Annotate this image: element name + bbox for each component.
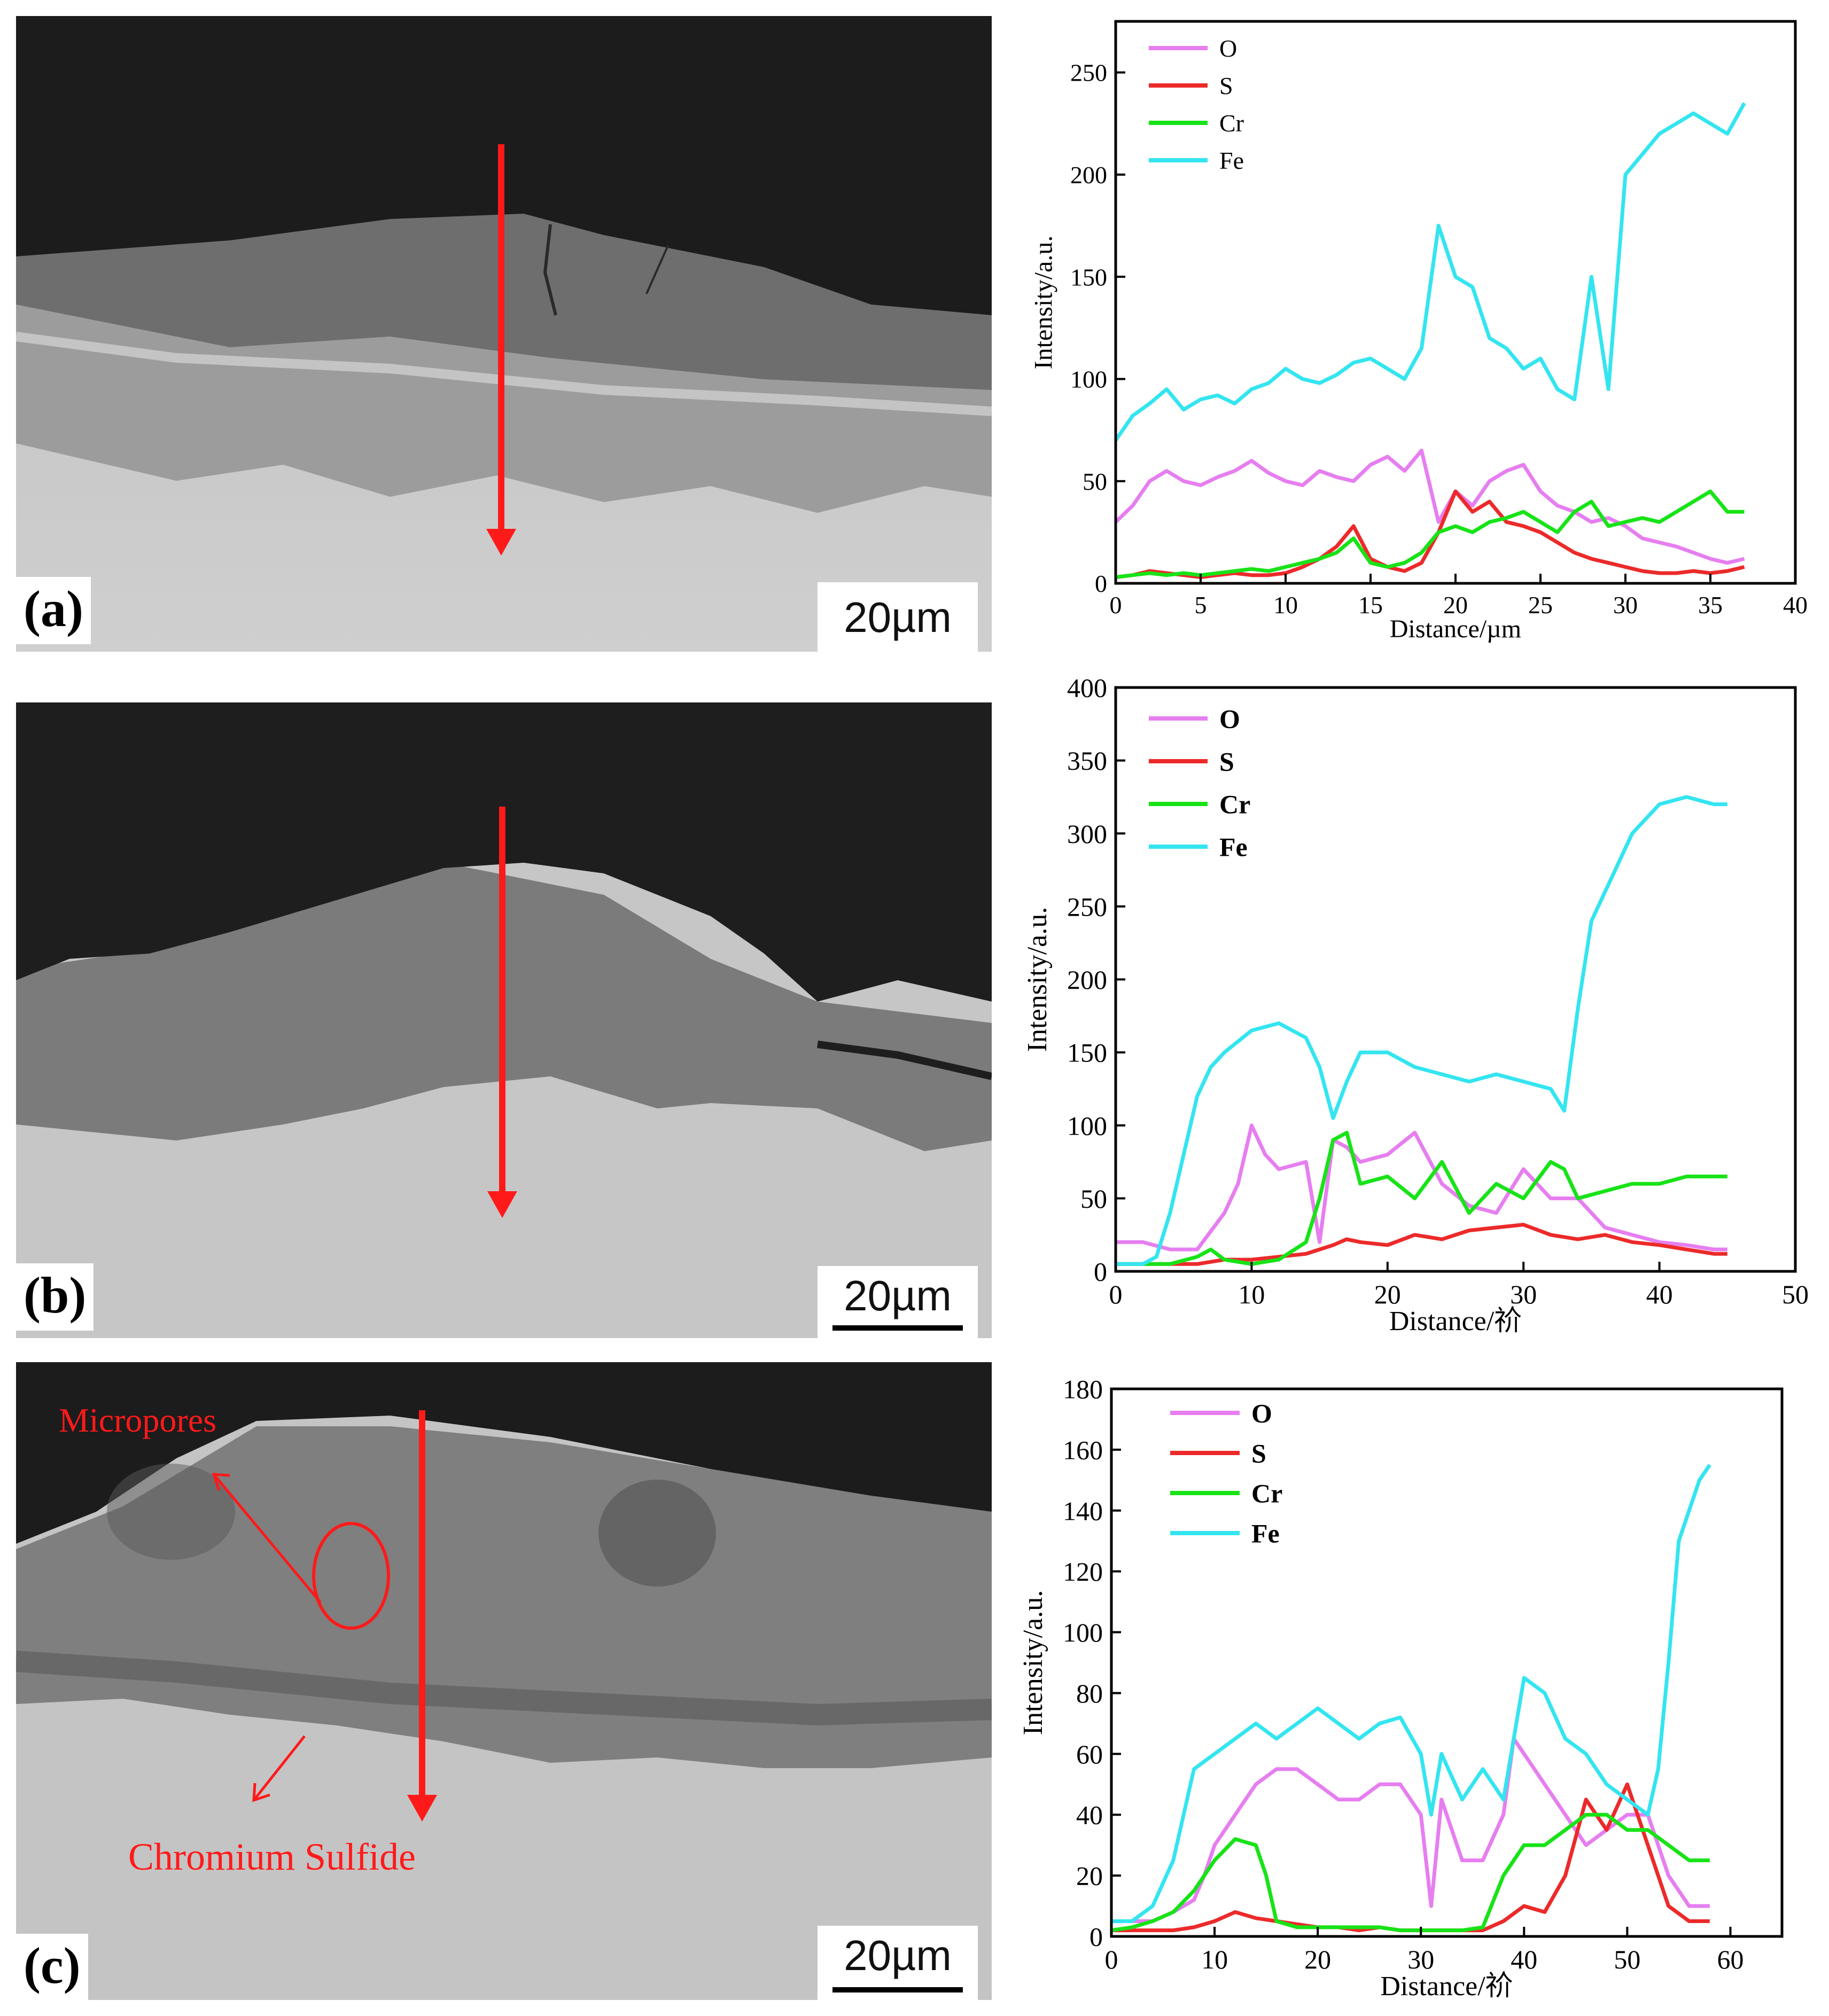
y-tick-label: 350 [1067,746,1107,776]
y-tick-label: 0 [1095,570,1107,597]
scalebar-a-label: 20µm [844,593,952,641]
legend-label-cr: Cr [1251,1479,1282,1509]
plot-frame [1110,1387,1784,1938]
scalebar-a: 20µm [818,582,978,652]
y-tick-label: 20 [1076,1861,1103,1891]
legend-label-cr: Cr [1219,790,1250,819]
x-tick-label: 20 [1304,1944,1331,1974]
y-tick-label: 40 [1076,1800,1103,1830]
x-tick-label: 10 [1201,1944,1228,1974]
y-tick-label: 200 [1070,161,1107,189]
y-tick-label: 80 [1076,1678,1103,1708]
series-line-fe [1111,1464,1711,1923]
panel-label-c: (c) [16,1934,88,2001]
y-tick-label: 200 [1067,965,1107,995]
x-tick-label: 0 [1110,591,1122,619]
series-line-fe [1114,102,1746,442]
x-tick-label: 30 [1510,1279,1537,1309]
y-tick-label: 150 [1067,1038,1107,1068]
series-line-s [1115,489,1745,579]
y-tick-label: 180 [1063,1374,1103,1404]
panel-label-a: (a) [16,577,91,644]
x-tick-label: 40 [1783,591,1808,619]
y-axis-label: Intensity/a.u. [1022,907,1053,1052]
legend-label-fe: Fe [1219,147,1244,174]
y-tick-label: 140 [1063,1496,1103,1526]
x-tick-label: 50 [1782,1279,1809,1309]
x-axis-label: Distance/µm [1390,615,1521,643]
legend-label-fe: Fe [1219,832,1248,862]
scalebar-b-label: 20µm [844,1272,952,1319]
y-axis-label: Intensity/a.u. [1029,236,1057,370]
scalebar-b: 20µm [818,1266,978,1338]
y-tick-label: 100 [1070,366,1107,393]
x-tick-label: 40 [1646,1279,1673,1309]
x-tick-label: 30 [1407,1944,1434,1974]
legend-label-o: O [1251,1398,1272,1428]
x-tick-label: 10 [1238,1279,1265,1309]
y-tick-label: 0 [1089,1922,1103,1952]
y-axis-label: Intensity/a.u. [1018,1590,1048,1736]
scalebar-b-bar [832,1325,963,1331]
x-tick-label: 35 [1698,591,1723,619]
x-tick-label: 60 [1717,1944,1744,1974]
sem-image-b [16,702,992,1338]
legend-label-s: S [1251,1439,1266,1468]
series-line-s [1111,1782,1710,1933]
x-tick-label: 20 [1443,591,1468,619]
series-line-cr [1116,1130,1727,1266]
x-axis-label: Distance/祄 [1380,1971,1513,2002]
y-tick-label: 0 [1094,1257,1107,1287]
y-tick-label: 100 [1063,1618,1103,1647]
scalebar-c: 20µm [818,1926,978,2000]
series-line-cr [1111,1812,1710,1933]
y-tick-label: 400 [1067,673,1107,703]
y-tick-label: 50 [1080,1184,1107,1214]
series-line-o [1116,1123,1727,1252]
x-axis-label: Distance/祄 [1389,1306,1522,1337]
y-tick-label: 60 [1076,1739,1103,1769]
series-line-cr [1115,489,1745,579]
scalebar-c-bar [832,1987,963,1992]
x-tick-label: 15 [1358,591,1383,619]
x-tick-label: 40 [1511,1944,1537,1974]
x-tick-label: 30 [1613,591,1638,619]
legend-label-s: S [1219,72,1233,99]
y-tick-label: 250 [1067,892,1107,921]
x-tick-label: 20 [1374,1279,1401,1309]
legend-label-s: S [1219,747,1234,777]
y-tick-label: 160 [1063,1435,1103,1465]
y-tick-label: 300 [1067,819,1107,849]
series-line-o [1111,1737,1710,1923]
y-tick-label: 120 [1063,1557,1103,1587]
panel-label-b: (b) [16,1263,94,1331]
series-line-fe [1116,795,1727,1266]
x-tick-label: 0 [1109,1279,1123,1309]
y-tick-label: 100 [1067,1111,1107,1140]
x-tick-label: 0 [1105,1944,1118,1974]
series-line-o [1114,448,1745,565]
legend-label-o: O [1219,35,1237,62]
y-tick-label: 250 [1070,59,1107,87]
x-tick-label: 25 [1528,591,1553,619]
legend-label-fe: Fe [1251,1519,1280,1549]
y-tick-label: 50 [1083,468,1107,495]
scalebar-c-label: 20µm [844,1932,952,1979]
x-tick-label: 10 [1273,591,1298,619]
legend-label-cr: Cr [1219,110,1244,137]
y-tick-label: 150 [1070,263,1107,291]
x-tick-label: 5 [1195,591,1207,619]
x-tick-label: 50 [1614,1944,1640,1974]
legend-label-o: O [1219,704,1240,734]
